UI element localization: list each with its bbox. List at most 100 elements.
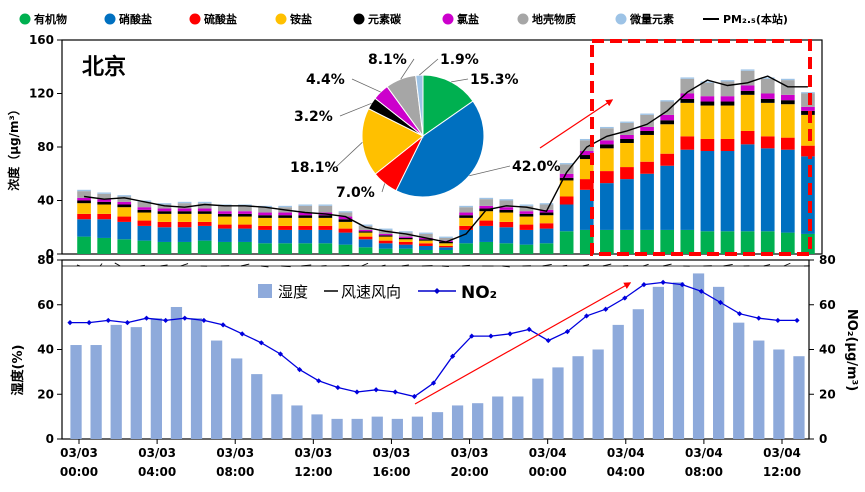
bar-segment [338,216,353,220]
bar-segment [439,236,453,238]
bar-segment [77,213,91,220]
bar-segment [419,243,433,246]
bar-segment [157,211,172,214]
bar-segment [137,209,152,213]
bar-segment [600,148,614,172]
bar-segment [157,221,172,228]
highlight-box [590,39,812,256]
legend-label: 硫酸盐 [204,12,237,26]
bar-segment [680,78,695,94]
bar-segment [459,217,473,226]
humidity-bar [351,418,363,439]
bar-segment [740,90,755,95]
bar-segment [318,229,333,244]
bar-segment [298,225,313,230]
legend-humidity-label: 湿度 [278,283,308,301]
bar-segment [197,221,212,226]
pie-leader-line [351,78,381,93]
humidity-bar [251,374,263,439]
bar-segment [318,217,333,226]
wind-arrow [381,264,386,267]
bar-segment [640,113,654,115]
bar-segment [459,225,473,230]
bar-segment [620,179,634,230]
bar-segment [499,212,514,222]
x-tick-time: 00:00 [529,465,567,479]
bar-segment [700,231,715,254]
bar-segment [459,207,473,213]
legend-swatch [353,13,365,25]
bar-segment [217,205,232,212]
humidity-bar [632,309,644,439]
bar-segment [499,199,514,201]
bar-segment [499,243,514,254]
wind-arrow [240,263,250,267]
wind-arrow [502,265,510,268]
bar-segment [177,208,192,212]
bar-segment [439,243,453,246]
bar-segment [801,156,815,234]
no2-points [67,279,800,400]
bar-segment [157,213,172,222]
bar-segment [258,215,272,218]
no2-point [143,315,150,321]
bar-segment [439,247,453,250]
legend-swatch [275,13,287,25]
no2-point [717,299,724,306]
bar-segment [600,183,614,230]
wind-arrow [260,265,269,268]
pie-leader-line [339,102,372,117]
bar-segment [298,204,313,206]
humidity-bar [291,405,303,439]
legend-swatch [189,13,201,25]
wind-arrow [441,265,449,267]
bar-segment [660,124,675,154]
bar-segment [680,77,695,79]
x-tick-date: 03/04 [763,446,801,460]
bar-segment [539,215,554,224]
bar-segment [660,153,675,166]
no2-point [316,378,322,384]
bar-segment [318,225,333,230]
bar-segment [559,164,574,174]
wind-arrow [401,264,409,267]
humidity-axis-title: 湿度(%) [10,345,26,396]
no2-point [201,317,207,324]
legend-swatch [442,13,454,25]
no2-point [105,317,111,324]
x-tick-time: 08:00 [685,465,723,479]
no2-point [698,288,704,294]
humidity-bar [773,349,785,439]
bar-segment [760,102,775,137]
humidity-bar [512,396,524,439]
legend-label: 地壳物质 [532,12,576,26]
bar-segment [378,228,393,230]
bar-segment [700,96,715,102]
bar-segment [217,241,232,254]
legend-label: 有机物 [34,12,67,26]
bar-segment [238,241,252,254]
bar-segment [740,69,755,71]
no2-point [564,329,571,335]
y-tick-label: 80 [37,140,54,154]
bar-segment [519,205,534,212]
bar-segment [217,228,232,242]
humidity-bar [231,358,243,439]
bar-segment [499,207,514,210]
wind-arrow [341,264,350,267]
legend-no2-marker [434,288,440,294]
bar-segment [378,235,393,237]
bar-segment [459,205,473,208]
legend-swatch [19,13,31,25]
bar-segment [499,227,514,244]
left-tick-label: 60 [37,298,54,312]
bar-segment [660,229,675,254]
bar-segment [479,241,494,254]
x-tick-time: 16:00 [372,465,410,479]
bar-segment [459,215,473,218]
wind-arrow [783,262,791,267]
bar-segment [278,205,292,208]
bar-segment [539,203,554,205]
bar-segment [660,165,675,230]
bar-segment [298,229,313,244]
